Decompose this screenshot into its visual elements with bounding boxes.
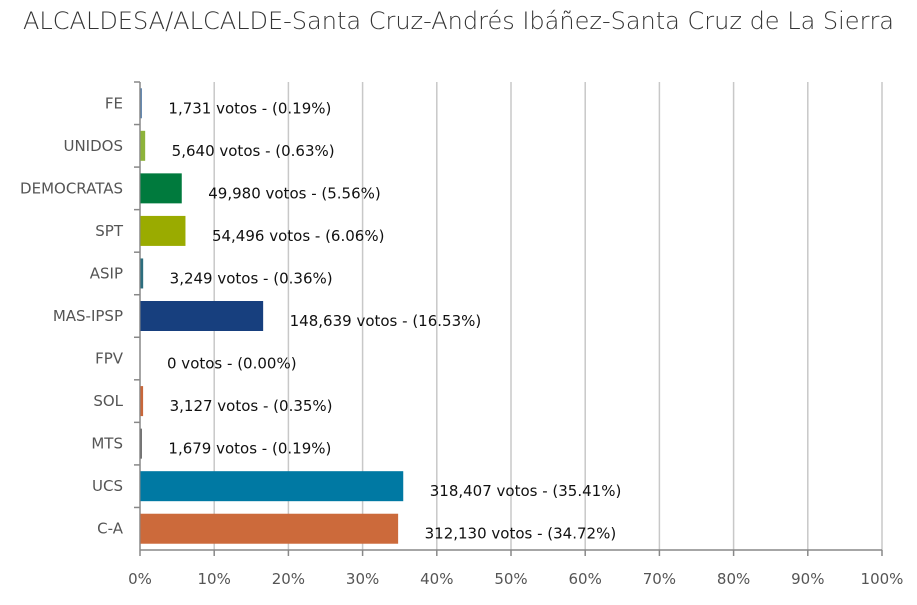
category-label: UNIDOS bbox=[63, 137, 123, 155]
category-label: FPV bbox=[95, 350, 124, 368]
data-label: 54,496 votos - (6.06%) bbox=[212, 227, 385, 245]
bar-mts bbox=[140, 428, 142, 459]
bar-fe bbox=[140, 88, 142, 119]
x-tick-label: 80% bbox=[717, 570, 750, 588]
bar-spt bbox=[140, 215, 186, 246]
data-label: 3,127 votos - (0.35%) bbox=[170, 397, 333, 415]
category-label: ASIP bbox=[90, 264, 123, 282]
x-tick-label: 20% bbox=[272, 570, 305, 588]
bar-unidos bbox=[140, 130, 146, 161]
category-label: UCS bbox=[92, 477, 123, 495]
data-label: 0 votos - (0.00%) bbox=[167, 355, 297, 373]
x-tick-label: 10% bbox=[198, 570, 231, 588]
category-label: MAS-IPSP bbox=[53, 307, 123, 325]
bar-asip bbox=[140, 258, 144, 289]
x-tick-label: 90% bbox=[791, 570, 824, 588]
data-label: 3,249 votos - (0.36%) bbox=[170, 269, 333, 287]
x-tick-label: 50% bbox=[494, 570, 527, 588]
category-label: FE bbox=[105, 94, 123, 112]
x-tick-label: 0% bbox=[128, 570, 152, 588]
bar-mas-ipsp bbox=[140, 301, 264, 331]
x-tick-label: 30% bbox=[346, 570, 379, 588]
x-tick-label: 100% bbox=[861, 570, 904, 588]
x-tick-label: 40% bbox=[420, 570, 453, 588]
bar-sol bbox=[140, 386, 144, 417]
chart-title: ALCALDESA/ALCALDE-Santa Cruz-Andrés Ibáñ… bbox=[22, 7, 895, 35]
category-label: SOL bbox=[93, 392, 123, 410]
category-label: C-A bbox=[97, 520, 124, 538]
data-label: 148,639 votos - (16.53%) bbox=[290, 312, 482, 330]
x-tick-label: 60% bbox=[569, 570, 602, 588]
data-label: 5,640 votos - (0.63%) bbox=[172, 142, 335, 160]
x-tick-label: 70% bbox=[643, 570, 676, 588]
category-label: MTS bbox=[91, 435, 123, 453]
data-label: 49,980 votos - (5.56%) bbox=[208, 184, 380, 202]
data-label: 1,731 votos - (0.19%) bbox=[168, 99, 331, 117]
data-label: 312,130 votos - (34.72%) bbox=[425, 525, 617, 543]
data-label: 1,679 votos - (0.19%) bbox=[168, 440, 331, 458]
data-label: 318,407 votos - (35.41%) bbox=[430, 482, 622, 500]
category-label: SPT bbox=[95, 222, 124, 240]
bar-c-a bbox=[140, 513, 399, 544]
category-label: DEMOCRATAS bbox=[20, 179, 123, 197]
bar-ucs bbox=[140, 471, 404, 502]
bar-democratas bbox=[140, 173, 182, 204]
